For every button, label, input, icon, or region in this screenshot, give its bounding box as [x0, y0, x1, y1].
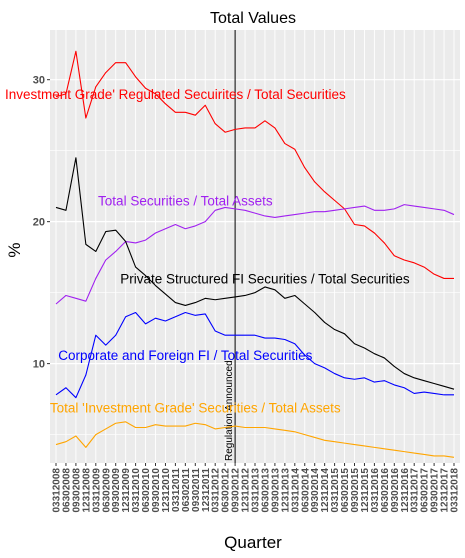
x-tick-label: 09302008 — [71, 468, 82, 513]
y-tick-label: 10 — [33, 359, 45, 371]
series-line-2 — [55, 204, 455, 305]
x-tick-label: 06302009 — [101, 468, 112, 513]
x-tick-label: 09302012 — [231, 468, 242, 513]
x-tick-label: 03312016 — [370, 468, 381, 513]
x-tick-label: 03312011 — [171, 468, 182, 512]
series-line-4 — [55, 311, 454, 399]
x-axis: 0331200806302008093020081231200803312009… — [52, 463, 461, 513]
x-tick-label: 06302008 — [61, 468, 72, 513]
x-tick-label: 12312017 — [440, 468, 451, 513]
series-line-3 — [55, 157, 455, 390]
series-line-1 — [55, 50, 454, 279]
x-tick-label: 06302016 — [380, 468, 391, 513]
grid — [50, 30, 460, 463]
x-tick-label: 06302017 — [420, 468, 431, 513]
x-tick-label: 03312015 — [330, 468, 341, 513]
x-tick-label: 12312011 — [201, 468, 212, 512]
x-axis-title: Quarter — [224, 533, 282, 552]
x-tick-label: 06302010 — [141, 468, 152, 513]
x-tick-label: 09302017 — [430, 468, 441, 513]
x-tick-label: 12312008 — [81, 468, 92, 513]
x-tick-label: 03312018 — [450, 468, 461, 513]
y-axis-title: % — [5, 242, 24, 257]
x-tick-label: 09302010 — [151, 468, 162, 513]
x-tick-label: 03312010 — [131, 468, 142, 513]
x-tick-label: 03312009 — [91, 468, 102, 513]
x-tick-label: 12312014 — [320, 468, 331, 513]
series-label-3: Private Structured FI Securities / Total… — [120, 271, 410, 286]
event-marker: Regulation Announced — [224, 30, 236, 463]
series-lines — [55, 50, 455, 458]
y-axis: 10 20 30 — [33, 75, 50, 371]
x-tick-label: 12312010 — [161, 468, 172, 513]
x-tick-label: 06302014 — [300, 468, 311, 513]
x-tick-label: 09302009 — [111, 468, 122, 513]
y-tick-label: 20 — [33, 217, 45, 229]
x-tick-label: 09302015 — [350, 468, 361, 513]
x-tick-label: 06302013 — [260, 468, 271, 513]
x-tick-label: 09302016 — [390, 468, 401, 513]
x-tick-label: 12312015 — [360, 468, 371, 513]
series-line-5 — [55, 421, 455, 458]
chart-title: Total Values — [210, 10, 296, 27]
x-tick-label: 12312016 — [400, 468, 411, 513]
x-tick-label: 12312009 — [121, 468, 132, 513]
x-tick-label: 03312008 — [52, 468, 63, 513]
event-label: Regulation Announced — [224, 360, 235, 461]
x-tick-label: 03312017 — [410, 468, 421, 513]
series-label-1: Investment Grade' Regulated Secuirites /… — [5, 87, 346, 102]
series-label-4: Corporate and Foreign FI / Total Securit… — [58, 348, 312, 363]
y-tick-label: 30 — [33, 75, 45, 87]
x-tick-label: 09302014 — [310, 468, 321, 513]
x-tick-label: 09302013 — [270, 468, 281, 513]
series-label-5: Total 'Investment Grade' Securities / To… — [50, 401, 341, 416]
x-tick-label: 03312013 — [251, 468, 262, 513]
x-tick-label: 06302011 — [181, 468, 192, 512]
x-tick-label: 03312012 — [211, 468, 222, 513]
x-tick-label: 06302015 — [340, 468, 351, 513]
series-label-2: Total Securities / Total Assets — [98, 193, 273, 208]
x-tick-label: 03312014 — [290, 468, 301, 513]
x-tick-label: 12312013 — [280, 468, 291, 513]
x-tick-label: 12312012 — [241, 468, 252, 513]
series-labels: Investment Grade' Regulated Secuirites /… — [5, 87, 410, 416]
x-tick-label: 09302011 — [191, 468, 202, 512]
x-tick-label: 06302012 — [221, 468, 232, 513]
